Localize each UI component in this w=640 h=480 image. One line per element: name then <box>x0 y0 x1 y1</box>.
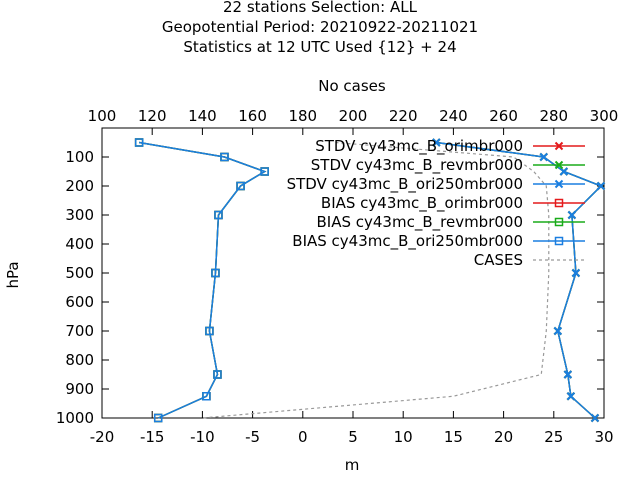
legend-marker <box>554 160 564 170</box>
legend-marker <box>554 179 564 189</box>
data-point <box>236 181 245 191</box>
x2-tick-label: 120 <box>138 107 167 125</box>
x2-tick-label: 100 <box>88 107 117 125</box>
data-point <box>566 392 576 401</box>
x2-tick-label: 240 <box>439 107 468 125</box>
legend-marker <box>554 141 564 151</box>
data-point <box>553 326 563 336</box>
x-axis-label: m <box>345 456 360 474</box>
data-point <box>153 413 163 423</box>
x2-tick-label: 300 <box>590 107 619 125</box>
legend-label: BIAS cy43mc_B_ori250mbr000 <box>292 232 523 251</box>
y-tick-label: 800 <box>65 351 94 369</box>
x-tick-label: 10 <box>394 428 413 446</box>
data-point <box>559 167 569 176</box>
legend-entry: CASES <box>474 251 585 269</box>
x-tick-label: -15 <box>140 428 165 446</box>
data-point <box>567 210 577 220</box>
series-line <box>139 141 267 419</box>
x-tick-label: -10 <box>190 428 215 446</box>
x-tick-label: 20 <box>494 428 513 446</box>
data-point <box>432 138 441 147</box>
y-tick-label: 200 <box>65 177 94 195</box>
data-point <box>213 370 222 379</box>
x2-tick-label: 280 <box>539 107 568 125</box>
legend-entry: STDV cy43mc_B_orimbr000 <box>315 137 585 156</box>
y-axis-label: hPa <box>4 261 22 288</box>
legend-marker <box>554 198 564 208</box>
x2-tick-label: 140 <box>188 107 217 125</box>
y-tick-label: 100 <box>65 148 94 166</box>
data-point <box>205 326 214 336</box>
x-tick-label: -20 <box>90 428 115 446</box>
x2-tick-label: 160 <box>238 107 267 125</box>
y-tick-label: 700 <box>65 322 94 340</box>
x2-tick-label: 200 <box>339 107 368 125</box>
x-tick-label: 30 <box>594 428 613 446</box>
y-tick-label: 500 <box>65 264 94 282</box>
series-line <box>139 141 267 419</box>
legend-marker <box>554 217 564 227</box>
data-point <box>220 152 229 162</box>
legend-marker <box>554 236 564 246</box>
y-tick-label: 1000 <box>56 409 94 427</box>
data-point <box>590 413 600 423</box>
x-tick-label: -5 <box>245 428 260 446</box>
y-tick-label: 600 <box>65 293 94 311</box>
title: 22 stations Selection: ALL Geopotential … <box>162 0 478 56</box>
series-line <box>139 141 267 419</box>
data-point <box>563 370 573 379</box>
x-tick-label: 0 <box>298 428 308 446</box>
y-tick-label: 900 <box>65 380 94 398</box>
title-line-1: 22 stations Selection: ALL <box>223 0 418 16</box>
y-tick-label: 300 <box>65 206 94 224</box>
data-point <box>596 181 606 191</box>
legend-entry: STDV cy43mc_B_revmbr000 <box>311 156 585 175</box>
data-point <box>539 152 548 162</box>
title-line-3: Statistics at 12 UTC Used {12} + 24 <box>183 38 456 56</box>
series-stdv-2 <box>432 138 606 423</box>
title-line-2: Geopotential Period: 20210922-20211021 <box>162 18 478 36</box>
legend-label: STDV cy43mc_B_revmbr000 <box>311 156 523 175</box>
x-tick-label: 25 <box>544 428 563 446</box>
data-point <box>211 268 220 278</box>
series-layer <box>134 138 606 423</box>
legend-label: STDV cy43mc_B_orimbr000 <box>315 137 523 156</box>
data-point <box>134 138 144 147</box>
legend-label: BIAS cy43mc_B_orimbr000 <box>321 194 523 213</box>
legend-label: STDV cy43mc_B_ori250mbr000 <box>287 175 523 194</box>
legend-label: BIAS cy43mc_B_revmbr000 <box>317 213 524 232</box>
legend-entry: BIAS cy43mc_B_orimbr000 <box>321 194 585 213</box>
series-bias-5 <box>134 138 269 423</box>
legend-entry: BIAS cy43mc_B_ori250mbr000 <box>292 232 585 251</box>
x-tick-label: 5 <box>348 428 358 446</box>
x2-tick-label: 220 <box>389 107 418 125</box>
data-point <box>260 167 269 176</box>
data-point <box>202 392 211 401</box>
x2-tick-label: 180 <box>288 107 317 125</box>
legend-label: CASES <box>474 251 523 269</box>
legend-entry: STDV cy43mc_B_ori250mbr000 <box>287 175 585 194</box>
y-tick-label: 400 <box>65 235 94 253</box>
axes: -20 -15 -10 -5 0 5 10 15 20 25 30 100 120 140 160 180 20… <box>56 107 619 446</box>
data-point <box>571 268 581 278</box>
series-cases-6 <box>202 141 550 419</box>
x-tick-label: 15 <box>444 428 463 446</box>
x2-axis-label: No cases <box>318 77 386 95</box>
legend-entry: BIAS cy43mc_B_revmbr000 <box>317 213 585 232</box>
data-point <box>214 210 223 220</box>
x2-tick-label: 260 <box>489 107 518 125</box>
series-line <box>202 141 550 419</box>
